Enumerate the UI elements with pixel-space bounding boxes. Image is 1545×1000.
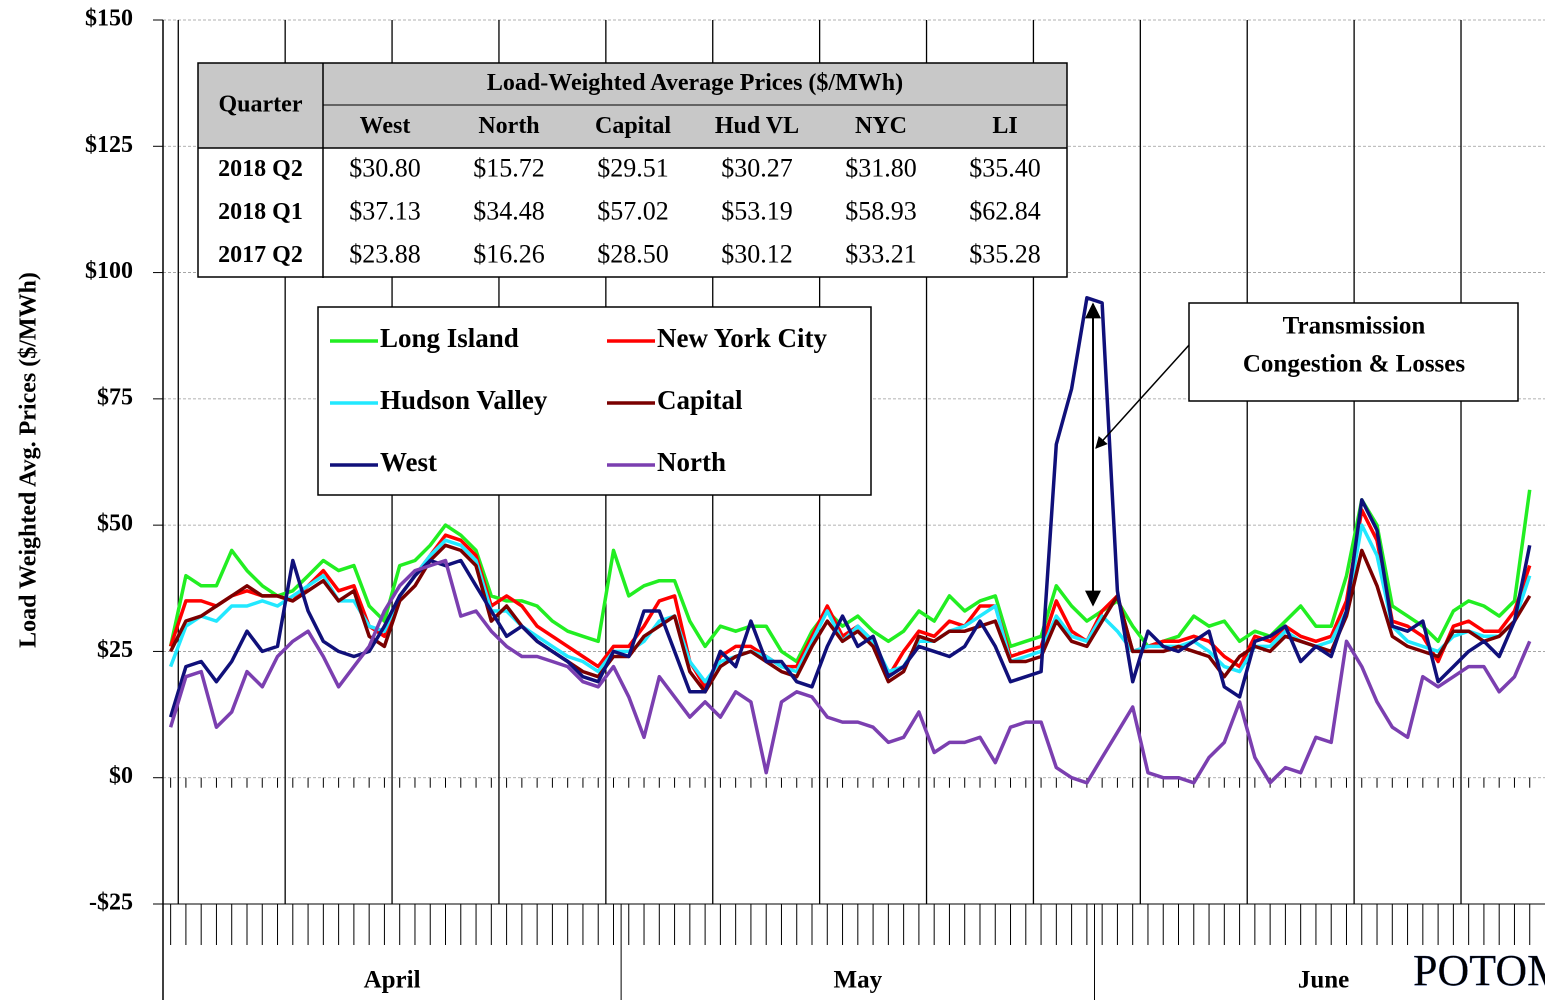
y-tick-label: $125: [85, 132, 133, 158]
table-cell: $58.93: [845, 196, 917, 225]
legend-box: [317, 306, 872, 496]
table-border: [197, 62, 1068, 278]
legend-label: West: [380, 447, 437, 477]
legend-label: New York City: [657, 323, 827, 353]
y-tick-label: $50: [97, 511, 133, 537]
table-column-header: North: [478, 113, 539, 139]
series-line: [168, 489, 1532, 664]
month-label: June: [1298, 967, 1349, 994]
table-cell: $30.27: [721, 153, 793, 182]
series-line: [169, 543, 1532, 694]
y-tick-label: $75: [97, 384, 133, 410]
annotation: Transmission Congestion & Losses: [1085, 302, 1519, 607]
table-cell: $30.12: [721, 239, 793, 268]
table-cell: $57.02: [597, 196, 669, 225]
table-cell: $30.80: [349, 153, 421, 182]
month-label: April: [364, 967, 421, 994]
month-label: May: [834, 967, 883, 994]
annotation-text: Congestion & Losses: [1243, 351, 1466, 378]
price-table: Quarter Load-Weighted Average Prices ($/M…: [197, 62, 1068, 278]
table-cell: $35.40: [969, 153, 1041, 182]
series-line: [168, 558, 1532, 785]
legend-label: Capital: [657, 385, 743, 415]
table-column-header: NYC: [855, 113, 907, 139]
legend-label: North: [657, 447, 726, 477]
table-cell: $23.88: [349, 239, 421, 268]
table-column-header: Capital: [595, 113, 671, 139]
table-cell: $34.48: [473, 196, 545, 225]
series-line: [168, 296, 1532, 718]
table-cell: $28.50: [597, 239, 669, 268]
legend-label: Long Island: [380, 323, 519, 353]
y-tick-label: $0: [109, 763, 133, 789]
y-tick-label: -$25: [89, 890, 133, 916]
table-corner: Quarter: [219, 92, 303, 118]
annotation-box: [1188, 302, 1519, 402]
series-line: [168, 508, 1532, 689]
table-cell: $29.51: [597, 153, 669, 182]
y-tick-label: $150: [85, 6, 133, 32]
table-cell: $15.72: [473, 153, 545, 182]
table-column-header: LI: [992, 113, 1017, 139]
annotation-text: Transmission: [1283, 313, 1426, 340]
legend: Long Island New York City Hudson Valley Cap…: [317, 306, 872, 496]
table-column-header: Hud VL: [715, 113, 799, 139]
table-row-header: 2018 Q1: [218, 199, 303, 225]
y-tick-label: $25: [97, 637, 133, 663]
table-cell: $35.28: [969, 239, 1041, 268]
table-column-header: West: [360, 113, 411, 139]
table-body-bg: [198, 148, 1067, 277]
table-group-header: Load-Weighted Average Prices ($/MWh): [487, 70, 903, 96]
plot: [168, 296, 1532, 785]
y-tick-label: $100: [85, 258, 133, 284]
series-line: [168, 523, 1532, 684]
annotation-pointer: [1095, 343, 1191, 449]
table-cell: $31.80: [845, 153, 917, 182]
table-cell: $33.21: [845, 239, 917, 268]
table-cell: $62.84: [969, 196, 1041, 225]
table-cell: $16.26: [473, 239, 545, 268]
legend-label: Hudson Valley: [380, 385, 548, 415]
table-cell: $37.13: [349, 196, 421, 225]
table-row-header: 2018 Q2: [218, 156, 303, 182]
table-cell: $53.19: [721, 196, 793, 225]
table-row-header: 2017 Q2: [218, 242, 303, 268]
y-axis-label: Load Weighted Avg. Prices ($/MWh): [16, 272, 42, 648]
logo: POTOMAC: [1413, 946, 1545, 995]
